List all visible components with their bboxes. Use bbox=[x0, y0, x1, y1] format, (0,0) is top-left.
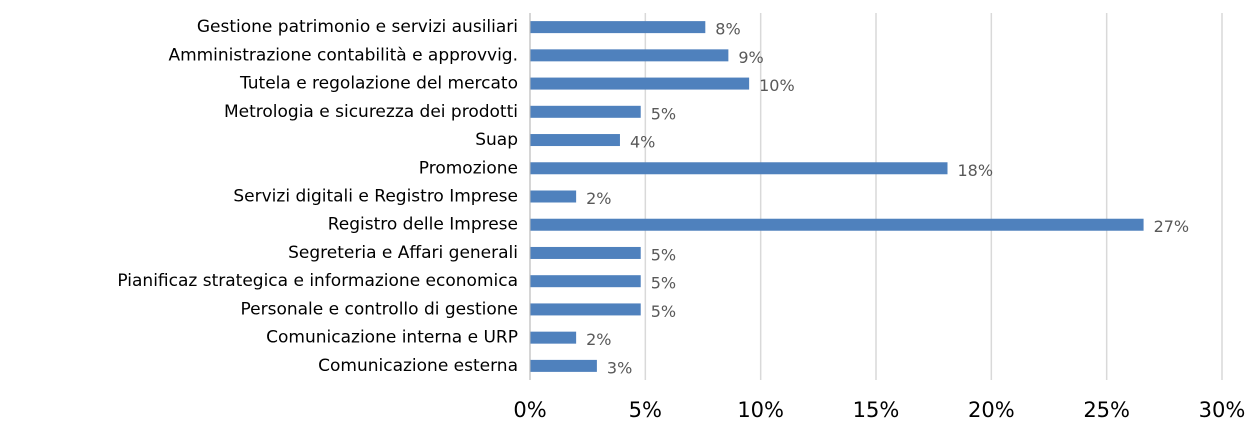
data-label: 2% bbox=[586, 189, 611, 208]
x-tick-label: 0% bbox=[513, 398, 546, 422]
bar bbox=[530, 77, 750, 90]
bar bbox=[530, 105, 641, 118]
data-label: 27% bbox=[1154, 217, 1190, 236]
x-tick-label: 10% bbox=[737, 398, 784, 422]
data-label: 5% bbox=[651, 245, 676, 264]
x-tick-label: 30% bbox=[1199, 398, 1246, 422]
bar bbox=[530, 275, 641, 288]
x-tick-label: 20% bbox=[968, 398, 1015, 422]
y-tick-label: Pianificaz strategica e informazione eco… bbox=[117, 271, 518, 291]
data-label: 5% bbox=[651, 274, 676, 293]
y-tick-label: Metrologia e sicurezza dei prodotti bbox=[224, 102, 518, 122]
data-label: 2% bbox=[586, 330, 611, 349]
y-tick-label: Registro delle Imprese bbox=[328, 215, 518, 235]
bar bbox=[530, 134, 620, 147]
x-tick-label: 5% bbox=[629, 398, 662, 422]
x-tick-label: 25% bbox=[1083, 398, 1130, 422]
x-tick-label: 15% bbox=[853, 398, 900, 422]
y-tick-label: Tutela e regolazione del mercato bbox=[239, 74, 518, 94]
bar bbox=[530, 162, 948, 175]
y-tick-label: Personale e controllo di gestione bbox=[241, 299, 519, 319]
bar bbox=[530, 359, 597, 372]
y-tick-label: Segreteria e Affari generali bbox=[288, 243, 518, 263]
data-label: 8% bbox=[715, 20, 740, 39]
data-label: 4% bbox=[630, 133, 655, 152]
bar bbox=[530, 218, 1144, 231]
y-tick-label: Comunicazione esterna bbox=[318, 356, 518, 376]
bar bbox=[530, 21, 706, 34]
y-tick-label: Gestione patrimonio e servizi ausiliari bbox=[197, 17, 518, 37]
data-label: 9% bbox=[738, 48, 763, 67]
data-label: 3% bbox=[607, 358, 632, 377]
bar bbox=[530, 246, 641, 259]
bar bbox=[530, 190, 577, 203]
y-tick-label: Comunicazione interna e URP bbox=[266, 328, 518, 348]
data-label: 10% bbox=[759, 76, 795, 95]
y-tick-label: Promozione bbox=[419, 158, 518, 178]
bar bbox=[530, 303, 641, 316]
data-label: 5% bbox=[651, 104, 676, 123]
y-tick-label: Servizi digitali e Registro Imprese bbox=[233, 187, 518, 207]
bar bbox=[530, 331, 577, 344]
y-tick-label: Amministrazione contabilità e approvvig. bbox=[168, 45, 518, 65]
data-label: 5% bbox=[651, 302, 676, 321]
data-label: 18% bbox=[958, 161, 994, 180]
y-tick-label: Suap bbox=[475, 130, 518, 150]
bar bbox=[530, 49, 729, 62]
